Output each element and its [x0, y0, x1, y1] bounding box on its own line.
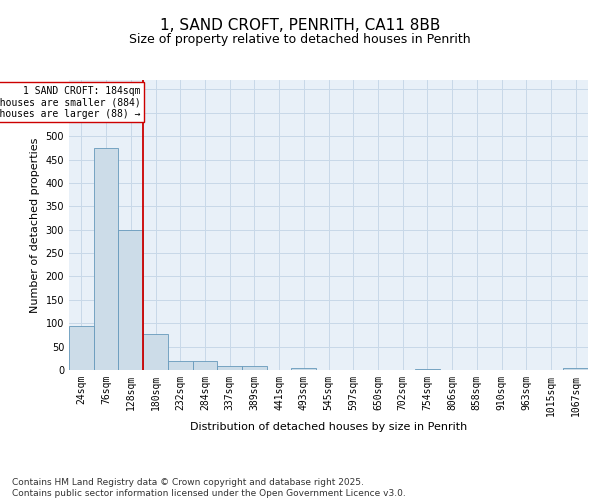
Y-axis label: Number of detached properties: Number of detached properties: [30, 138, 40, 312]
Text: 1, SAND CROFT, PENRITH, CA11 8BB: 1, SAND CROFT, PENRITH, CA11 8BB: [160, 18, 440, 32]
Bar: [118, 230, 143, 370]
Bar: [168, 360, 193, 370]
Bar: [242, 366, 267, 370]
Text: Size of property relative to detached houses in Penrith: Size of property relative to detached ho…: [129, 32, 471, 46]
X-axis label: Distribution of detached houses by size in Penrith: Distribution of detached houses by size …: [190, 422, 467, 432]
Bar: [415, 368, 440, 370]
Bar: [193, 360, 217, 370]
Bar: [217, 366, 242, 370]
Bar: [143, 334, 168, 370]
Text: Contains HM Land Registry data © Crown copyright and database right 2025.
Contai: Contains HM Land Registry data © Crown c…: [12, 478, 406, 498]
Bar: [94, 148, 118, 370]
Bar: [69, 326, 94, 370]
Text: 1 SAND CROFT: 184sqm
← 91% of detached houses are smaller (884)
9% of semi-detac: 1 SAND CROFT: 184sqm ← 91% of detached h…: [0, 86, 140, 119]
Bar: [563, 368, 588, 370]
Bar: [292, 368, 316, 370]
